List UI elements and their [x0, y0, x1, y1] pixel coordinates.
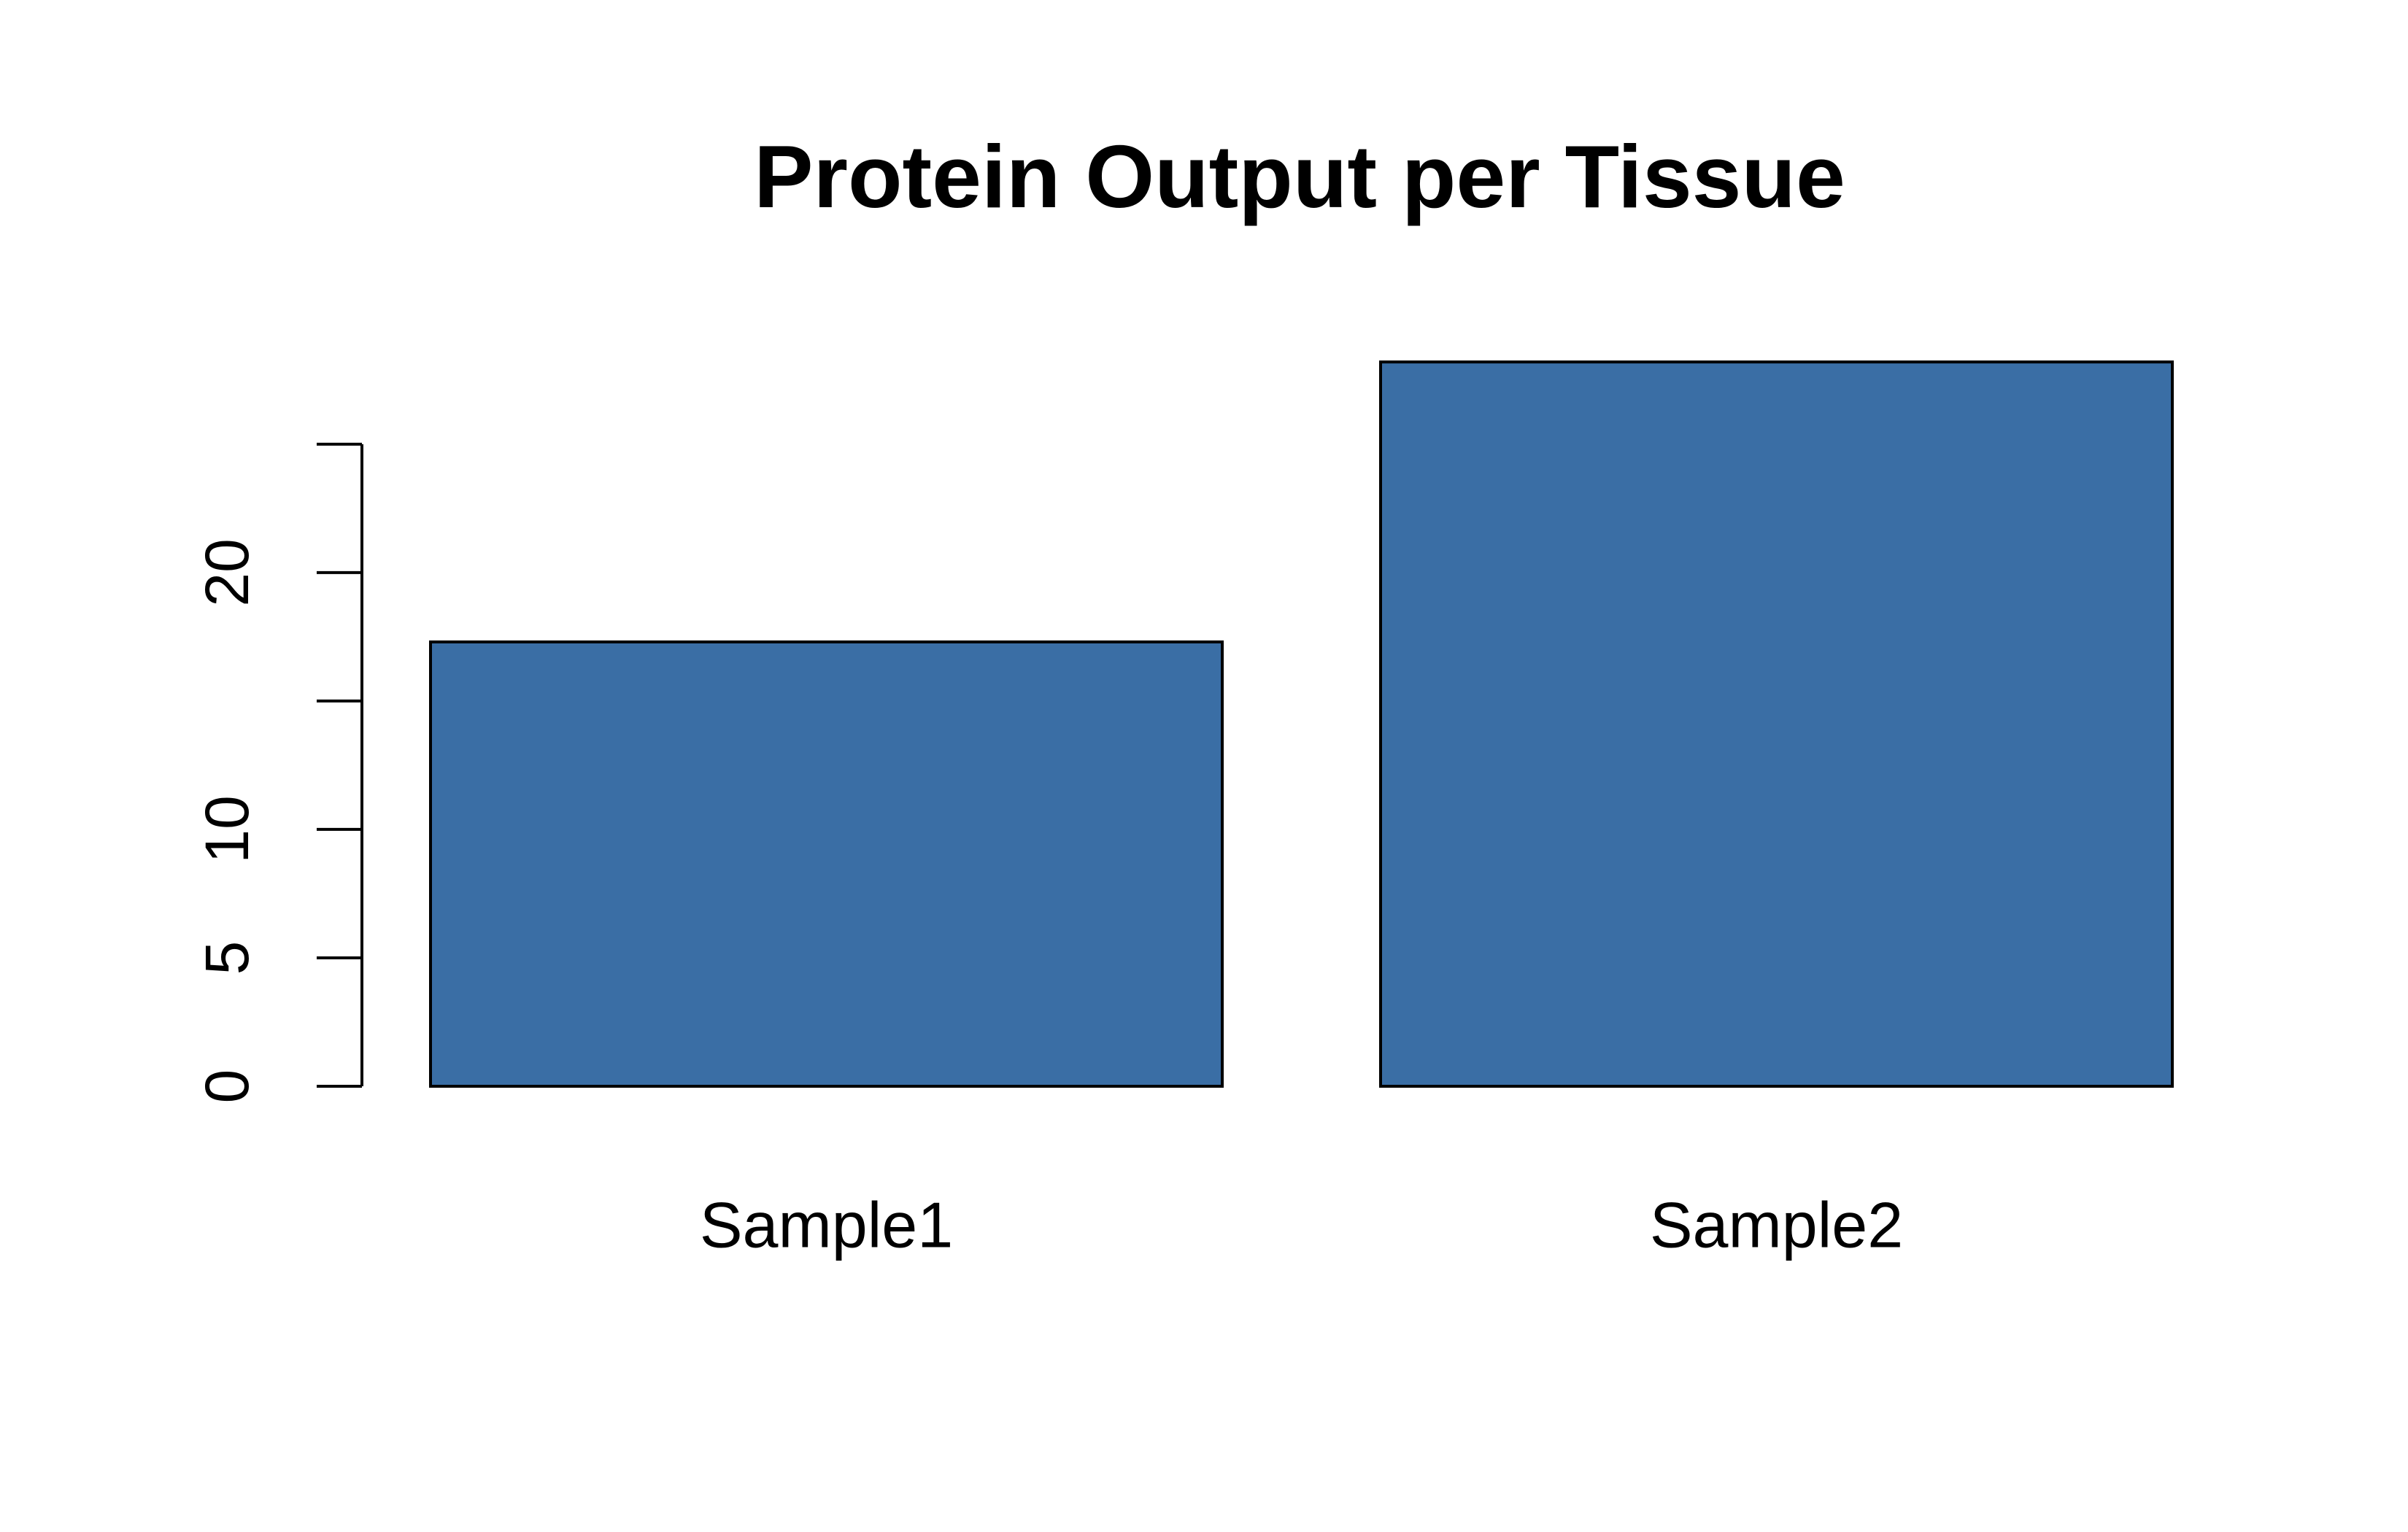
x-tick-label: Sample2 [1650, 1188, 1903, 1261]
y-tick-label: 0 [193, 1069, 261, 1104]
y-tick-label: 20 [193, 538, 261, 606]
x-tick-label: Sample1 [700, 1188, 953, 1261]
bar [429, 640, 1224, 1088]
y-tick-label: 10 [193, 795, 261, 863]
bar [1379, 360, 2174, 1088]
chart-title: Protein Output per Tissue [754, 127, 1845, 226]
y-tick-label: 5 [193, 941, 261, 975]
